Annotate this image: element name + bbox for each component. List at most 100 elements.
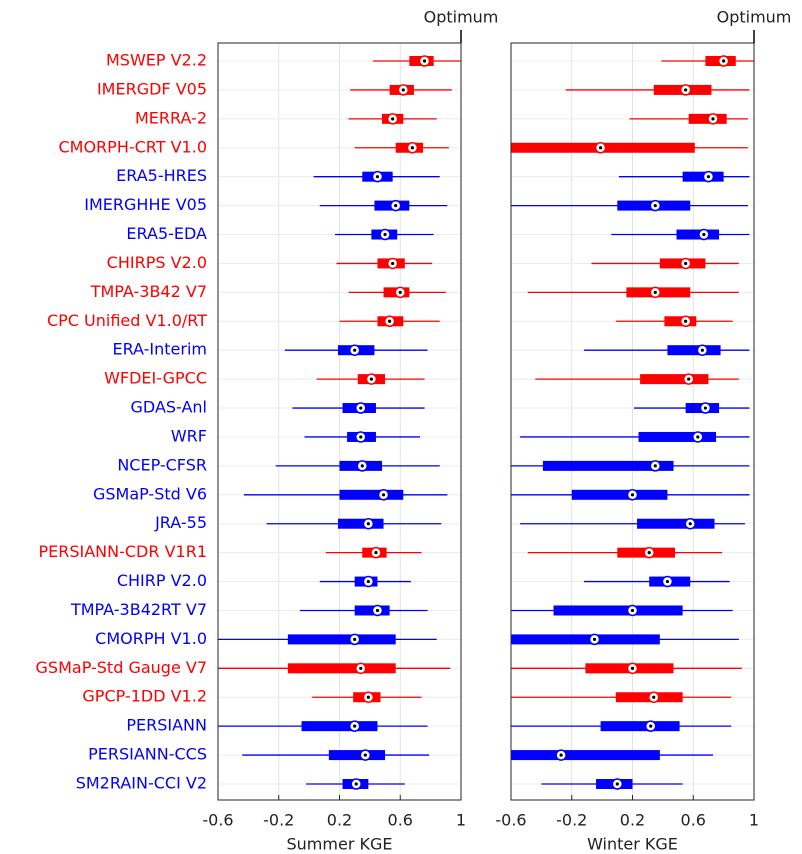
median-dot bbox=[394, 204, 398, 208]
box bbox=[640, 374, 709, 385]
median-dot bbox=[369, 377, 373, 381]
category-label: IMERGHHE V05 bbox=[84, 195, 207, 214]
category-label: WFDEI-GPCC bbox=[104, 369, 207, 388]
x-tick-label: 0.6 bbox=[388, 811, 413, 830]
median-dot bbox=[391, 261, 395, 266]
median-dot bbox=[353, 637, 357, 642]
box bbox=[600, 721, 680, 732]
optimum-label: Optimum bbox=[717, 8, 792, 27]
median-dot bbox=[630, 666, 635, 670]
median-dot bbox=[647, 551, 651, 555]
median-dot bbox=[375, 608, 380, 613]
category-label: PERSIANN bbox=[126, 716, 207, 735]
median-dot bbox=[592, 637, 597, 642]
median-dot bbox=[653, 204, 657, 208]
box bbox=[511, 634, 660, 645]
category-label: MSWEP V2.2 bbox=[106, 51, 207, 70]
box bbox=[301, 721, 378, 732]
median-dot bbox=[615, 782, 619, 786]
x-tick-label: 0.2 bbox=[620, 811, 645, 830]
category-label: GSMaP-Std Gauge V7 bbox=[36, 658, 207, 677]
median-dot bbox=[381, 493, 386, 497]
median-dot bbox=[359, 406, 363, 410]
median-dot bbox=[366, 579, 370, 584]
median-dot bbox=[388, 319, 392, 323]
category-label: TMPA-3B42RT V7 bbox=[70, 600, 207, 619]
category-label: CHIRP V2.0 bbox=[117, 571, 207, 590]
category-label: CMORPH-CRT V1.0 bbox=[58, 137, 207, 156]
optimum-label: Optimum bbox=[424, 8, 499, 27]
x-tick-label: -0.2 bbox=[263, 811, 294, 830]
median-dot bbox=[375, 175, 380, 179]
median-dot bbox=[374, 551, 378, 555]
category-label: ERA-Interim bbox=[112, 340, 207, 359]
median-dot bbox=[652, 695, 656, 699]
x-tick-label: 1 bbox=[456, 811, 466, 830]
category-label: GSMaP-Std V6 bbox=[93, 484, 207, 503]
x-axis-label: Summer KGE bbox=[287, 835, 393, 854]
median-dot bbox=[353, 724, 357, 728]
x-tick-label: -0.6 bbox=[202, 811, 233, 830]
category-label: NCEP-CFSR bbox=[117, 455, 207, 474]
median-dot bbox=[630, 608, 635, 613]
median-dot bbox=[684, 88, 688, 92]
category-label: MERRA-2 bbox=[135, 108, 207, 127]
category-label: ERA5-EDA bbox=[126, 224, 207, 243]
median-dot bbox=[366, 522, 370, 526]
median-dot bbox=[649, 724, 653, 728]
median-dot bbox=[410, 146, 414, 150]
x-tick-label: -0.2 bbox=[556, 811, 587, 830]
median-dot bbox=[359, 666, 363, 670]
median-dot bbox=[684, 319, 688, 323]
box bbox=[571, 489, 668, 500]
median-dot bbox=[687, 377, 691, 381]
median-dot bbox=[559, 753, 563, 757]
median-dot bbox=[696, 435, 700, 439]
median-dot bbox=[360, 464, 364, 468]
median-dot bbox=[359, 435, 363, 439]
x-axis-label: Winter KGE bbox=[587, 835, 678, 854]
x-tick-label: 0.6 bbox=[681, 811, 706, 830]
median-dot bbox=[354, 782, 358, 786]
category-label: CMORPH V1.0 bbox=[95, 629, 207, 648]
median-dot bbox=[700, 348, 704, 352]
box bbox=[667, 345, 721, 356]
median-dot bbox=[422, 59, 427, 63]
box bbox=[337, 518, 384, 529]
median-dot bbox=[653, 464, 657, 468]
median-dot bbox=[653, 290, 657, 294]
box bbox=[287, 663, 396, 674]
category-label: PERSIANN-CCS bbox=[88, 745, 207, 764]
box bbox=[328, 750, 386, 761]
category-label: GPCP-1DD V1.2 bbox=[82, 687, 207, 706]
median-dot bbox=[722, 59, 726, 63]
box bbox=[676, 229, 720, 240]
category-label: JRA-55 bbox=[154, 513, 207, 532]
box bbox=[287, 634, 396, 645]
box bbox=[637, 518, 715, 529]
median-dot bbox=[391, 117, 395, 121]
category-label: PERSIANN-CDR V1R1 bbox=[38, 542, 207, 561]
median-dot bbox=[383, 232, 387, 237]
x-tick-label: 0.2 bbox=[327, 811, 352, 830]
median-dot bbox=[630, 493, 635, 497]
box bbox=[339, 489, 404, 500]
category-label: SM2RAIN-CCI V2 bbox=[76, 774, 207, 793]
median-dot bbox=[711, 117, 715, 121]
x-tick-label: 1 bbox=[749, 811, 759, 830]
median-dot bbox=[665, 579, 670, 584]
median-dot bbox=[366, 695, 370, 699]
median-dot bbox=[702, 232, 706, 237]
median-dot bbox=[684, 261, 688, 266]
median-dot bbox=[706, 175, 711, 179]
x-tick-label: -0.6 bbox=[495, 811, 526, 830]
category-label: CHIRPS V2.0 bbox=[107, 253, 207, 272]
category-label: ERA5-HRES bbox=[116, 166, 207, 185]
category-label: CPC Unified V1.0/RT bbox=[47, 311, 207, 330]
box bbox=[638, 431, 717, 442]
category-label: TMPA-3B42 V7 bbox=[90, 282, 207, 301]
box bbox=[511, 750, 660, 761]
category-label: GDAS-Anl bbox=[131, 398, 208, 417]
category-label: WRF bbox=[171, 426, 207, 445]
median-dot bbox=[353, 348, 357, 352]
